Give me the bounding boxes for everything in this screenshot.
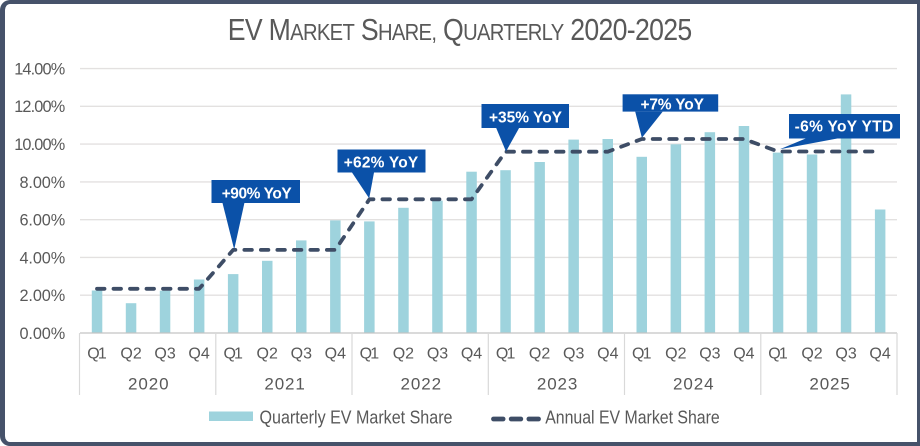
svg-text:Q1: Q1	[632, 346, 652, 363]
svg-text:4.00%: 4.00%	[20, 249, 66, 267]
svg-text:Q1: Q1	[87, 346, 107, 363]
svg-text:2024: 2024	[673, 375, 714, 394]
svg-text:Q2: Q2	[257, 346, 278, 363]
svg-text:Q2: Q2	[665, 346, 686, 363]
svg-text:Q4: Q4	[869, 346, 890, 363]
svg-text:Q1: Q1	[360, 346, 380, 363]
svg-text:8.00%: 8.00%	[20, 174, 66, 192]
svg-text:-6% YoY YTD: -6% YoY YTD	[795, 119, 894, 136]
svg-text:14.00%: 14.00%	[14, 61, 65, 79]
svg-text:Q1: Q1	[223, 346, 243, 363]
svg-text:Q3: Q3	[835, 346, 856, 363]
svg-text:Q4: Q4	[597, 346, 618, 363]
svg-text:Q3: Q3	[291, 346, 312, 363]
svg-text:2021: 2021	[264, 375, 305, 394]
svg-text:Q4: Q4	[325, 346, 346, 363]
svg-text:2025: 2025	[809, 375, 850, 394]
svg-text:6.00%: 6.00%	[20, 212, 66, 230]
svg-text:+7% YoY: +7% YoY	[640, 97, 704, 114]
svg-text:Q4: Q4	[461, 346, 482, 363]
svg-text:0.00%: 0.00%	[20, 325, 66, 343]
svg-text:10.00%: 10.00%	[14, 136, 65, 154]
svg-text:Q2: Q2	[801, 346, 822, 363]
svg-text:+35% YoY: +35% YoY	[489, 110, 563, 127]
svg-text:2022: 2022	[401, 375, 442, 394]
svg-text:2020: 2020	[128, 375, 169, 394]
svg-text:Q4: Q4	[733, 346, 754, 363]
svg-text:2.00%: 2.00%	[20, 287, 66, 305]
svg-text:Q3: Q3	[154, 346, 175, 363]
svg-text:Q2: Q2	[393, 346, 414, 363]
svg-text:Q3: Q3	[563, 346, 584, 363]
svg-text:Quarterly EV Market Share: Quarterly EV Market Share	[260, 408, 453, 428]
svg-text:Q1: Q1	[768, 346, 788, 363]
svg-text:+62% YoY: +62% YoY	[344, 155, 419, 172]
svg-text:Q4: Q4	[188, 346, 209, 363]
svg-text:Q2: Q2	[529, 346, 550, 363]
svg-text:Q2: Q2	[120, 346, 141, 363]
svg-text:Q1: Q1	[496, 346, 516, 363]
svg-text:Q3: Q3	[699, 346, 720, 363]
svg-text:Annual EV Market Share: Annual EV Market Share	[545, 408, 720, 428]
svg-text:Q3: Q3	[427, 346, 448, 363]
svg-text:+90% YoY: +90% YoY	[222, 185, 293, 202]
svg-text:2023: 2023	[537, 375, 578, 394]
svg-text:12.00%: 12.00%	[14, 98, 65, 116]
